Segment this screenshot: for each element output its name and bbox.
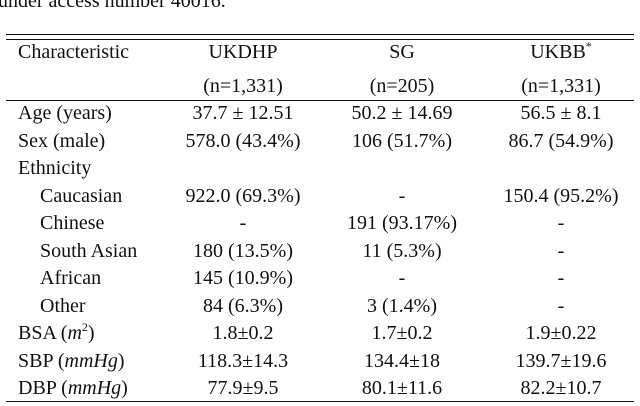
text-part: 2 (81, 320, 88, 334)
table-cell: - (398, 184, 406, 207)
table-cell: 82.2±10.7 (520, 377, 602, 399)
text-part: m (67, 322, 82, 344)
text-part: ) (117, 349, 125, 372)
table-cell: 50.2 ± 14.69 (351, 102, 453, 124)
header-cell: (n=1,331) (203, 75, 283, 97)
table-cell: 3 (1.4%) (367, 294, 437, 317)
table-cell: - (557, 294, 565, 317)
text-part: UKBB (530, 41, 586, 63)
table-cell: 106 (51.7%) (352, 129, 452, 152)
table-cell: 578.0 (43.4%) (185, 129, 301, 152)
table-cell: 191 (93.17%) (347, 212, 457, 234)
row-label: Caucasian (40, 184, 123, 207)
table-cell: - (557, 212, 565, 234)
table-cell: 134.4±18 (364, 349, 440, 372)
table-cell: 80.1±11.6 (361, 377, 443, 399)
intro-text: under access number 40016. (0, 0, 226, 12)
header-cell: (n=1,331) (521, 75, 601, 97)
table-cell: - (557, 239, 565, 262)
text-part: ) (87, 322, 95, 344)
header-cell: (n=205) (369, 75, 435, 97)
text-part: * (585, 39, 592, 53)
row-label: BSA (m2) (18, 321, 95, 345)
table-cell: 84 (6.3%) (203, 294, 283, 317)
text-part: mmHg (64, 349, 118, 372)
row-label: Age (years) (18, 102, 112, 124)
table-cell: 86.7 (54.9%) (508, 129, 614, 152)
table-cell: 1.7±0.2 (371, 322, 433, 344)
table-cell: 145 (10.9%) (193, 267, 293, 289)
top-rule (6, 34, 634, 36)
table-cell: 1.9±0.22 (525, 322, 597, 344)
table-cell: 37.7 ± 12.51 (192, 102, 294, 124)
table-cell: 118.3±14.3 (197, 349, 289, 372)
text-part: ) (121, 377, 128, 399)
header-cell: UKBB* (530, 40, 592, 64)
table-cell: 922.0 (69.3%) (185, 184, 301, 207)
table-cell: - (239, 212, 247, 234)
text-part: mmHg (67, 377, 122, 399)
row-label: SBP (mmHg) (18, 349, 125, 373)
row-label: Chinese (40, 212, 105, 234)
row-label: Ethnicity (18, 157, 92, 179)
text-part: DBP ( (18, 377, 68, 399)
table-cell: - (557, 267, 565, 289)
row-label: South Asian (40, 239, 138, 262)
header-rule (6, 100, 634, 101)
bottom-rule (6, 401, 634, 403)
table-cell: - (398, 267, 406, 289)
row-label: DBP (mmHg) (18, 376, 128, 400)
table-cell: 77.9±9.5 (207, 377, 279, 399)
row-label: Sex (male) (18, 129, 106, 152)
table-cell: 56.5 ± 8.1 (520, 102, 602, 124)
table-cell: 150.4 (95.2%) (503, 184, 619, 207)
header-cell: UKDHP (208, 41, 278, 63)
row-label: Other (40, 294, 86, 317)
text-part: BSA ( (18, 322, 68, 344)
row-label: African (40, 267, 102, 289)
table-cell: 139.7±19.6 (515, 349, 607, 372)
header-cell: Characteristic (18, 41, 130, 63)
top-rule (6, 39, 634, 41)
table-cell: 1.8±0.2 (212, 322, 274, 344)
table-cell: 180 (13.5%) (193, 239, 293, 262)
header-cell: SG (389, 41, 415, 63)
table-cell: 11 (5.3%) (362, 239, 442, 262)
text-part: SBP ( (18, 349, 65, 372)
